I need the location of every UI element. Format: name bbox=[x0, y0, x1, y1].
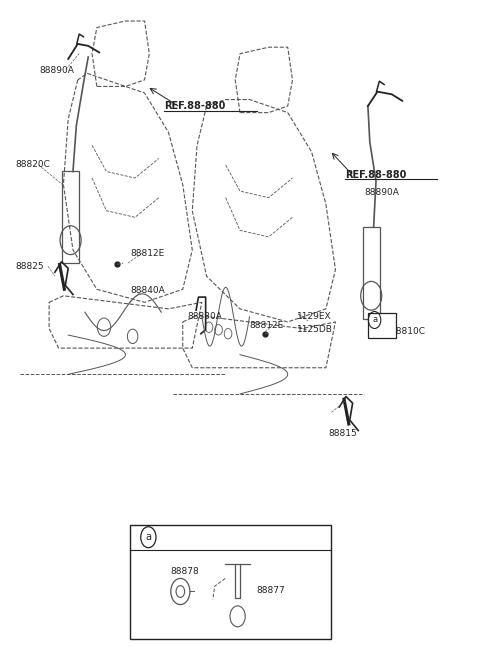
Text: 88810C: 88810C bbox=[390, 327, 425, 336]
Text: 1125DB: 1125DB bbox=[297, 325, 333, 334]
Text: 88840A: 88840A bbox=[130, 286, 165, 295]
Text: REF.88-880: REF.88-880 bbox=[164, 101, 225, 111]
Text: 1129EX: 1129EX bbox=[297, 312, 332, 321]
Text: a: a bbox=[145, 532, 151, 542]
Text: a: a bbox=[372, 315, 377, 325]
Text: 88878: 88878 bbox=[171, 568, 200, 576]
Text: 88812E: 88812E bbox=[130, 249, 165, 258]
Text: 88820C: 88820C bbox=[16, 160, 50, 170]
Text: 88815: 88815 bbox=[328, 428, 357, 438]
Text: 88890A: 88890A bbox=[364, 188, 399, 197]
Text: 88890A: 88890A bbox=[39, 66, 74, 75]
Bar bbox=[368, 313, 396, 338]
Bar bbox=[130, 525, 331, 639]
Text: 88825: 88825 bbox=[16, 262, 44, 271]
Text: 88830A: 88830A bbox=[188, 312, 222, 321]
Text: 88812E: 88812E bbox=[250, 321, 284, 330]
Text: REF.88-880: REF.88-880 bbox=[345, 170, 407, 180]
Text: 88877: 88877 bbox=[257, 585, 286, 595]
